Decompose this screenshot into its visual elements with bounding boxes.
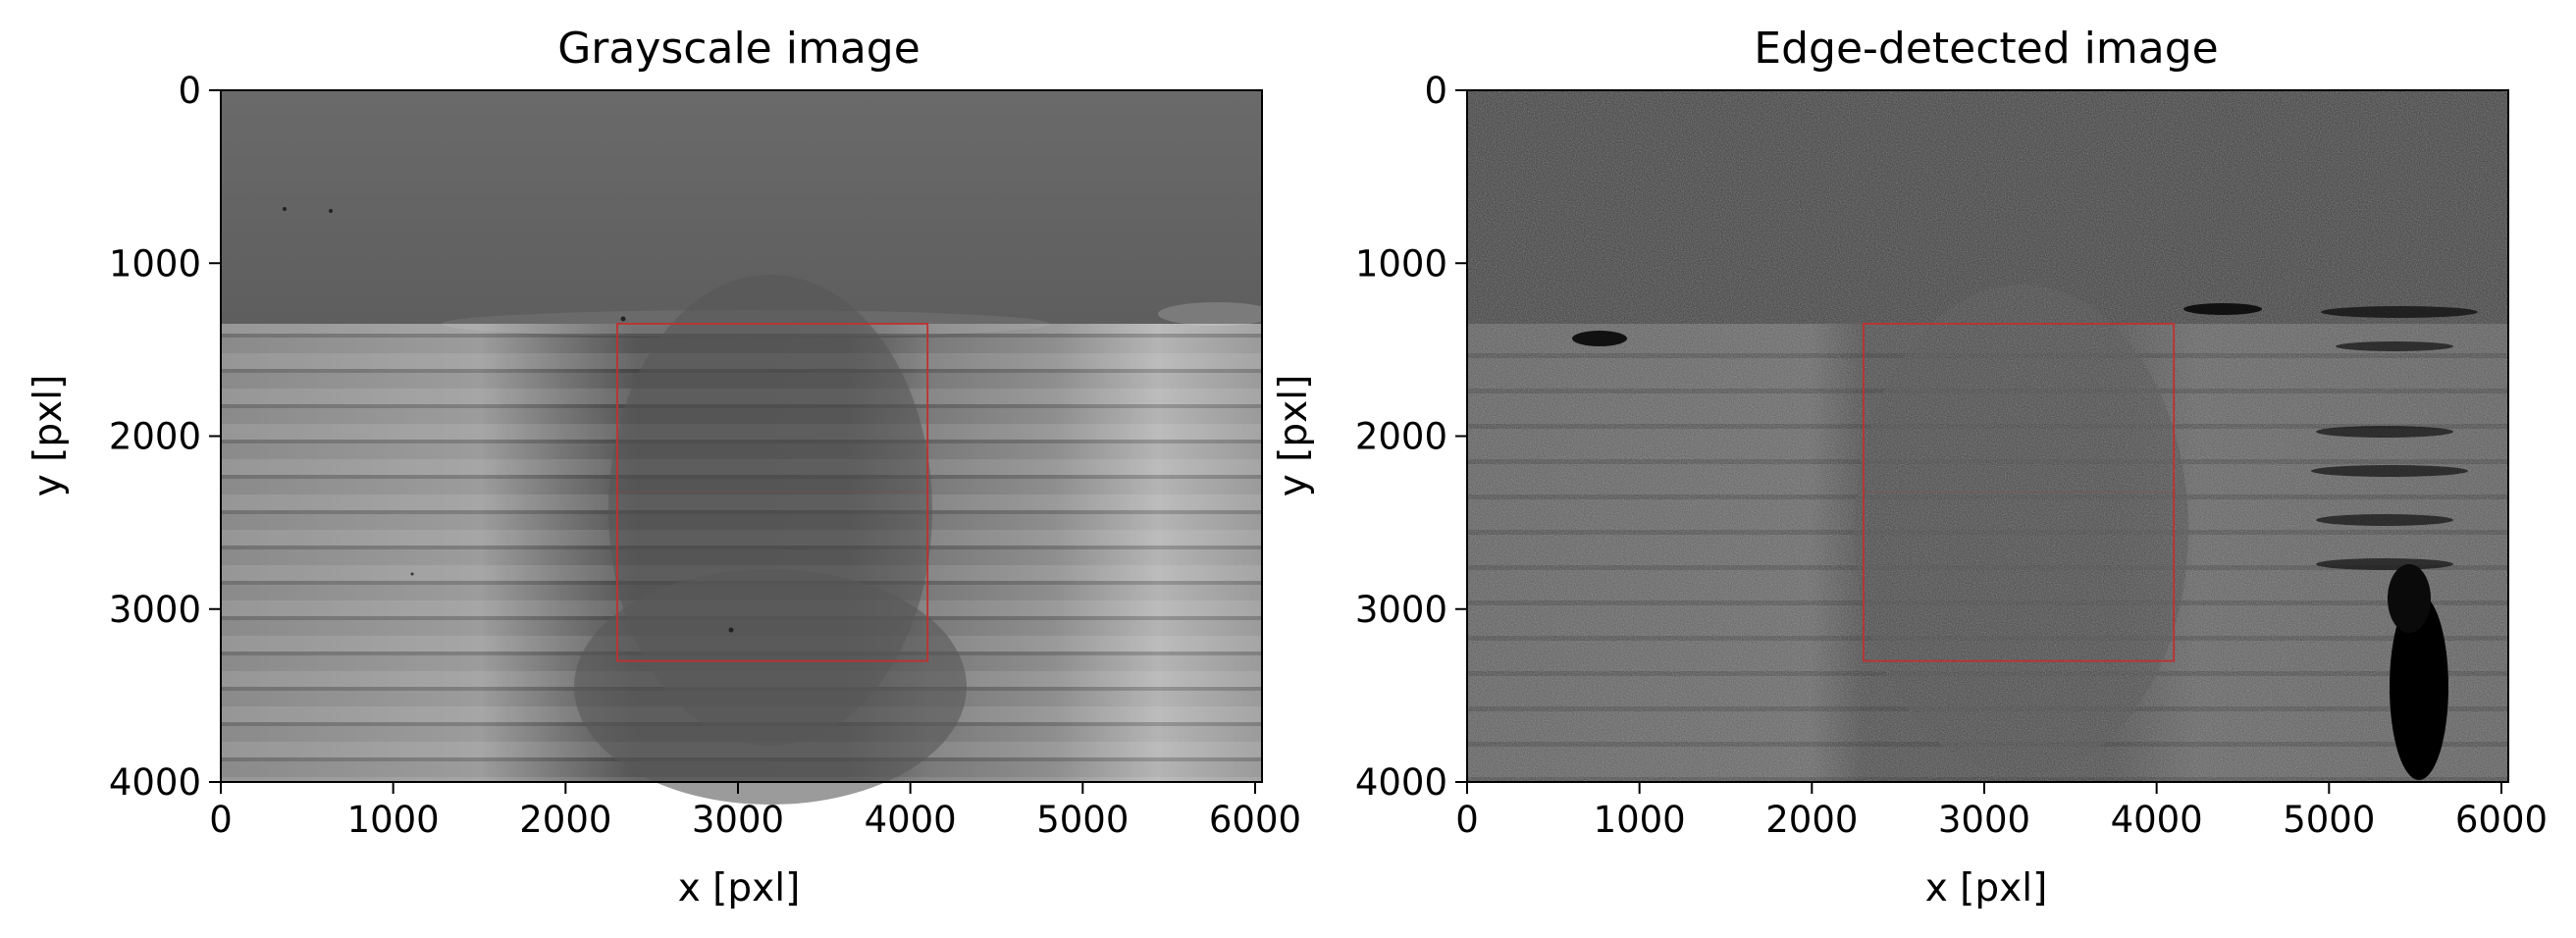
x-tick-label: 6000 — [2455, 799, 2548, 841]
grayscale-panel: Grayscale image 0 1000 2000 3000 4000 5000 600… — [26, 24, 1301, 911]
y-tick-label: 0 — [178, 70, 201, 112]
edge-dark-streak — [2183, 303, 2262, 315]
x-tick-label: 2000 — [519, 799, 611, 841]
image-dark-object-base — [574, 569, 967, 805]
x-tick-label: 3000 — [1938, 799, 2030, 841]
edge-panel: Edge-detected image 0 1000 2000 3000 4000 500… — [1272, 24, 2548, 911]
dust-speck — [410, 572, 414, 576]
edge-dark-streak — [1572, 331, 1627, 346]
y-tick-label: 1000 — [1355, 242, 1447, 285]
dust-speck — [728, 627, 734, 633]
roi-rectangle — [1863, 323, 2176, 662]
edge-dark-streak — [2311, 465, 2468, 477]
grayscale-ticks: 0 1000 2000 3000 4000 5000 6000 0 1000 2000 3000 40… — [109, 70, 1301, 841]
edge-ticks: 0 1000 2000 3000 4000 5000 6000 0 1000 2000 3000 40… — [1355, 70, 2548, 841]
edge-dark-streak — [2316, 426, 2453, 438]
x-tick-label: 4000 — [2111, 799, 2203, 841]
edge-dark-streak — [2336, 341, 2453, 351]
edge-xlabel: x [pxl] — [1925, 866, 2048, 911]
y-tick-label: 4000 — [1355, 761, 1447, 804]
edge-title: Edge-detected image — [1754, 24, 2218, 74]
image-glow-right — [1158, 302, 1276, 326]
edge-black-blob — [2390, 594, 2448, 780]
edge-image — [1467, 90, 2508, 782]
grayscale-image — [221, 90, 1276, 805]
x-tick-label: 4000 — [865, 799, 957, 841]
x-tick-label: 2000 — [1765, 799, 1858, 841]
y-tick-label: 1000 — [109, 242, 201, 285]
x-tick-label: 5000 — [1036, 799, 1129, 841]
edge-ylabel: y [pxl] — [1272, 375, 1316, 497]
y-tick-label: 3000 — [109, 589, 201, 631]
y-tick-label: 2000 — [1355, 416, 1447, 458]
dust-speck — [329, 209, 333, 213]
roi-rectangle — [616, 323, 929, 662]
x-tick-label: 5000 — [2283, 799, 2375, 841]
x-tick-label: 0 — [1455, 799, 1479, 841]
edge-black-blob — [2388, 564, 2431, 633]
grayscale-title: Grayscale image — [557, 24, 920, 74]
grayscale-ylabel: y [pxl] — [26, 375, 71, 497]
edge-dark-streak — [2316, 558, 2453, 570]
edge-dark-streak — [2316, 514, 2453, 526]
dust-speck — [620, 316, 626, 322]
x-tick-label: 3000 — [692, 799, 784, 841]
x-tick-label: 1000 — [347, 799, 440, 841]
y-tick-label: 3000 — [1355, 589, 1447, 631]
grayscale-xlabel: x [pxl] — [678, 866, 801, 911]
y-tick-label: 4000 — [109, 761, 201, 804]
dust-speck — [283, 207, 287, 211]
x-tick-label: 6000 — [1209, 799, 1301, 841]
y-tick-label: 0 — [1424, 70, 1447, 112]
x-tick-label: 0 — [209, 799, 233, 841]
x-tick-label: 1000 — [1594, 799, 1686, 841]
edge-dark-streak — [2321, 306, 2478, 318]
y-tick-label: 2000 — [109, 416, 201, 458]
edge-noise — [1467, 90, 2508, 782]
